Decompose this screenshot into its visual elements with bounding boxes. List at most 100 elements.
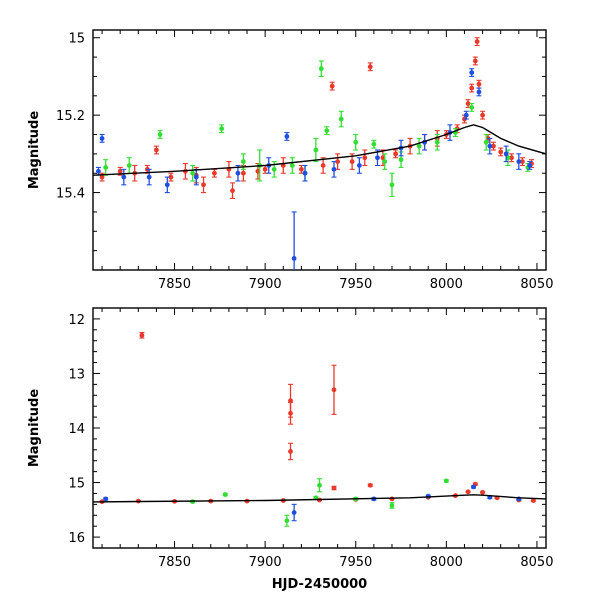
- top-y-tick-labels: 15 15.2 15.4: [56, 32, 85, 202]
- red-data-point: [262, 166, 268, 172]
- green-data-point: [382, 159, 388, 165]
- green-data-point: [353, 139, 359, 145]
- bottom-x-tick-label: 8050: [520, 555, 553, 570]
- red-data-point: [329, 83, 335, 89]
- green-data-point: [157, 132, 163, 137]
- red-data-point: [288, 449, 293, 454]
- green-data-point: [416, 143, 422, 149]
- top-x-tick-label: 8050: [520, 277, 553, 292]
- bottom-panel-frame: [92, 307, 547, 549]
- blue-data-point: [463, 112, 469, 118]
- green-data-point: [389, 503, 395, 508]
- green-data-point: [313, 147, 319, 153]
- top-x-tick-labels: 7850 7900 7950 8000 8050: [158, 277, 553, 292]
- red-data-point: [331, 387, 337, 393]
- red-data-point: [230, 188, 235, 194]
- bottom-y-tick-label: 15: [68, 477, 85, 492]
- red-data-point: [367, 482, 373, 488]
- red-data-point: [240, 170, 246, 176]
- blue-data-point: [284, 134, 290, 139]
- bottom-y-axis-label: Magnitude: [27, 389, 42, 468]
- bottom-y-tick-label: 14: [68, 422, 85, 437]
- green-data-point: [284, 518, 290, 524]
- top-x-tick-label: 7950: [339, 277, 372, 292]
- bottom-x-tick-label: 7850: [158, 555, 191, 570]
- blue-data-point: [471, 484, 476, 490]
- blue-data-point: [476, 89, 482, 95]
- green-data-point: [443, 478, 449, 484]
- model-light-curve-line: [93, 124, 546, 176]
- blue-data-point: [375, 155, 380, 161]
- green-data-point: [398, 157, 404, 163]
- top-y-tick-label: 15.4: [56, 187, 85, 202]
- green-data-point: [222, 492, 228, 497]
- red-data-point: [117, 168, 123, 174]
- green-data-point: [318, 66, 324, 72]
- bottom-x-tick-label: 7900: [249, 555, 282, 570]
- red-data-point: [320, 163, 326, 168]
- blue-data-point: [291, 510, 297, 515]
- blue-data-point: [121, 174, 127, 180]
- top-y-tick-label: 15.2: [56, 109, 85, 124]
- blue-data-point: [146, 174, 152, 180]
- model-light-curve-line: [93, 494, 546, 503]
- red-data-point: [465, 489, 471, 495]
- red-data-point: [362, 155, 368, 161]
- blue-data-point: [516, 159, 522, 165]
- top-y-tick-label: 15: [68, 32, 85, 47]
- red-data-point: [298, 166, 304, 172]
- green-data-point: [190, 170, 196, 176]
- blue-data-point: [96, 168, 101, 174]
- green-data-point: [469, 105, 475, 110]
- red-data-point: [491, 143, 496, 149]
- blue-data-point: [527, 163, 533, 168]
- blue-data-point: [302, 170, 308, 176]
- red-data-point: [212, 170, 217, 176]
- green-data-point: [483, 139, 489, 145]
- red-data-point: [201, 182, 206, 188]
- top-light-curve-panel: 7850 7900 7950 8000 8050 15 15.2 15.4 Ma…: [27, 29, 553, 292]
- blue-data-point: [469, 70, 475, 75]
- green-data-point: [240, 159, 246, 165]
- red-data-point: [474, 39, 480, 45]
- blue-data-point: [291, 255, 297, 261]
- red-data-point: [288, 410, 293, 416]
- green-data-point: [389, 182, 395, 188]
- red-data-point: [393, 151, 399, 157]
- bottom-x-tick-label: 7950: [339, 555, 372, 570]
- red-data-point: [476, 81, 482, 87]
- bottom-light-curve-panel: 7850 7900 7950 8000 8050 12 13 14 15 16 …: [27, 307, 553, 592]
- bottom-y-tick-label: 13: [68, 367, 85, 382]
- red-data-point: [154, 147, 159, 153]
- bottom-data-layer: [93, 331, 546, 527]
- red-data-point: [139, 332, 145, 338]
- blue-data-point: [331, 166, 337, 172]
- green-data-point: [103, 165, 109, 170]
- red-data-point: [99, 174, 105, 180]
- green-data-point: [289, 163, 295, 168]
- green-data-point: [126, 163, 132, 168]
- top-x-tick-label: 7900: [249, 277, 282, 292]
- red-data-point: [389, 496, 395, 502]
- bottom-x-axis-label: HJD-2450000: [272, 577, 367, 592]
- top-x-tick-label: 7850: [158, 277, 191, 292]
- top-data-layer: [93, 37, 546, 270]
- red-data-point: [469, 85, 475, 91]
- red-data-point: [349, 159, 355, 165]
- green-data-point: [219, 126, 225, 132]
- red-data-point: [520, 159, 525, 165]
- blue-data-point: [164, 182, 170, 188]
- red-data-point: [480, 489, 485, 495]
- bottom-y-tick-labels: 12 13 14 15 16: [68, 313, 85, 546]
- blue-data-point: [235, 170, 241, 176]
- red-data-point: [472, 58, 478, 64]
- red-data-point: [168, 174, 174, 180]
- blue-data-point: [103, 496, 109, 502]
- blue-data-point: [503, 151, 509, 157]
- bottom-x-tick-label: 8000: [430, 555, 463, 570]
- blue-data-point: [487, 143, 493, 149]
- blue-data-point: [99, 135, 105, 141]
- blue-data-point: [193, 174, 199, 180]
- blue-data-point: [356, 163, 362, 168]
